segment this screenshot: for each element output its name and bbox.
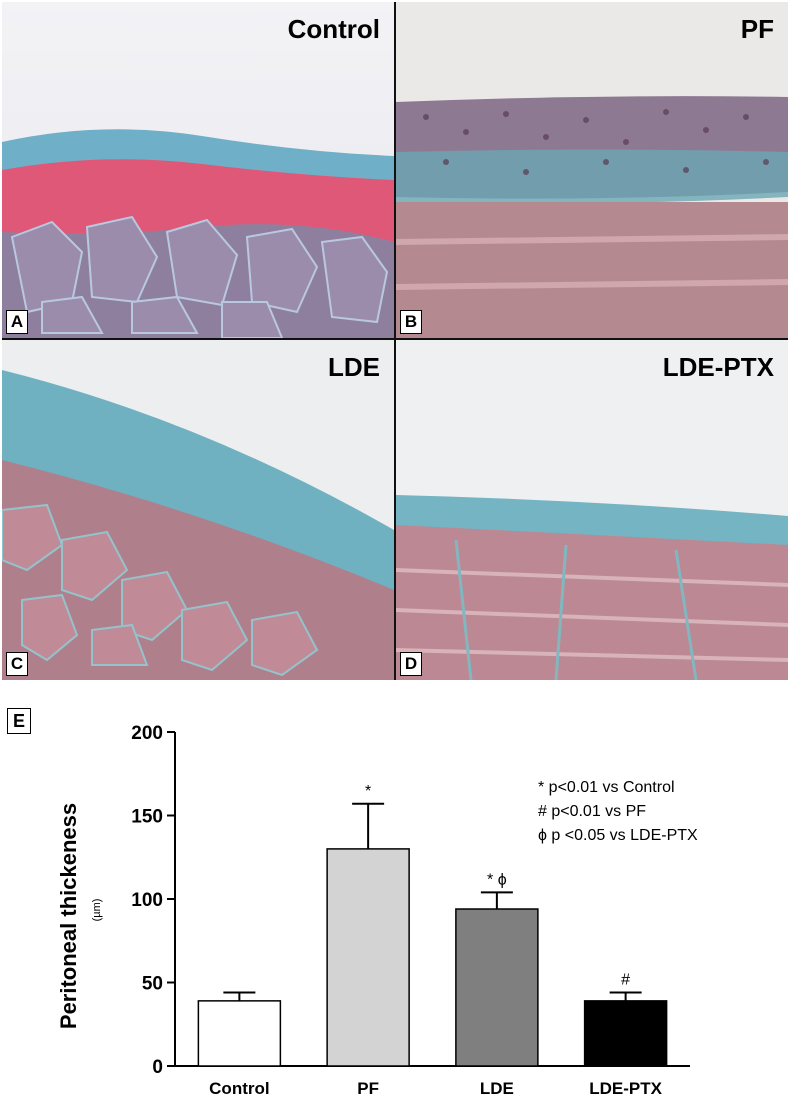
y-tick-label: 100 xyxy=(131,890,163,911)
x-tick-label: LDE xyxy=(480,1079,514,1098)
bar-pf xyxy=(326,848,410,1067)
micrograph-control xyxy=(2,2,394,338)
x-tick-label: LDE-PTX xyxy=(589,1079,662,1098)
panel-lde: LDE C xyxy=(2,340,394,680)
significance-marker: # xyxy=(621,972,630,989)
panel-title: LDE xyxy=(328,352,380,382)
y-tick-label: 200 xyxy=(131,723,163,744)
micrograph-lde-ptx xyxy=(396,340,788,680)
micrograph-grid: Control A PF B xyxy=(2,2,788,680)
y-axis-unit: (µm) xyxy=(91,899,103,922)
legend-entry: * p<0.01 vs Control xyxy=(538,779,675,796)
y-tick-label: 0 xyxy=(152,1057,163,1078)
bars-layer: Control * PF * ϕ LDE # LDE-PTX xyxy=(197,783,668,1098)
x-tick-label: Control xyxy=(209,1079,269,1098)
panel-letter: A xyxy=(6,310,28,334)
panel-control: Control A xyxy=(2,2,394,338)
panel-letter: D xyxy=(400,652,422,676)
panel-letter: C xyxy=(6,652,28,676)
panel-title: LDE-PTX xyxy=(662,352,774,382)
panel-title: Control xyxy=(287,14,380,44)
significance-marker: * ϕ xyxy=(487,871,507,888)
panel-title: PF xyxy=(740,14,774,44)
panel-pf: PF B xyxy=(396,2,788,338)
x-tick-label: PF xyxy=(357,1079,379,1098)
y-tick-label: 50 xyxy=(142,974,163,995)
axis-layer: 0 50 100 150 200 xyxy=(131,723,690,1078)
legend-entry: ϕ p <0.05 vs LDE-PTX xyxy=(538,827,698,844)
micrograph-pf xyxy=(396,2,788,338)
panel-lde-ptx: LDE-PTX D xyxy=(396,340,788,680)
bar-control xyxy=(197,1000,282,1067)
micrograph-lde xyxy=(2,340,394,680)
y-axis-label: Peritoneal thickeness xyxy=(56,803,81,1029)
significance-marker: * xyxy=(365,783,371,800)
bar-lde-ptx xyxy=(583,1000,668,1067)
bar-chart: 0 50 100 150 200 Control * PF * ϕ LDE # LDE-PTX Pe… xyxy=(56,723,698,1098)
legend-entry: # p<0.01 vs PF xyxy=(538,803,646,820)
y-tick-label: 150 xyxy=(131,807,163,828)
chart-letter: E xyxy=(7,708,31,734)
legend: * p<0.01 vs Control # p<0.01 vs PF ϕ p <0.… xyxy=(538,779,698,844)
bar-lde xyxy=(455,908,539,1067)
panel-letter: B xyxy=(400,310,422,334)
